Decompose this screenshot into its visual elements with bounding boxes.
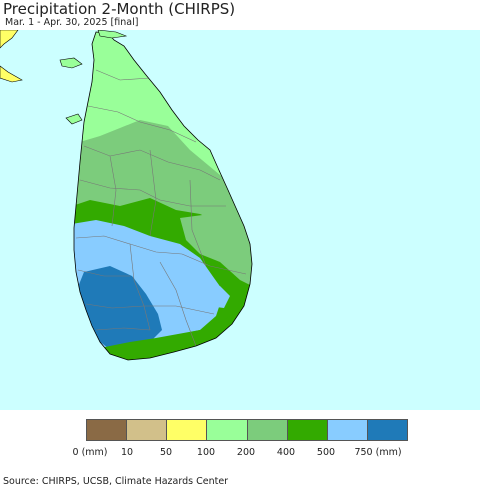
legend-tick-100: 100 bbox=[196, 447, 216, 458]
legend-swatch-10-50 bbox=[127, 420, 168, 440]
mannar-island bbox=[65, 113, 83, 125]
northern-islet bbox=[97, 30, 128, 39]
legend-swatch-750-plus bbox=[367, 420, 407, 440]
legend-tick-200: 200 bbox=[236, 447, 256, 458]
map-title: Precipitation 2-Month (CHIRPS) bbox=[3, 0, 236, 18]
legend-tick-labels: 0 (mm) 10 50 100 200 400 500 750 (mm) bbox=[0, 447, 480, 461]
legend-swatch-0-10 bbox=[87, 420, 128, 440]
legend-tick-400: 400 bbox=[276, 447, 296, 458]
legend-swatch-400-500 bbox=[287, 420, 328, 440]
legend-swatch-100-200 bbox=[207, 420, 248, 440]
map-subtitle: Mar. 1 - Apr. 30, 2025 [final] bbox=[5, 17, 139, 28]
legend-swatch-500-750 bbox=[327, 420, 368, 440]
india-coast bbox=[0, 30, 19, 49]
legend-tick-50: 50 bbox=[159, 447, 173, 458]
legend-colorbar bbox=[86, 419, 408, 441]
legend-swatch-200-400 bbox=[247, 420, 288, 440]
legend-tick-0: 0 (mm) bbox=[72, 447, 108, 458]
legend-swatch-50-100 bbox=[167, 420, 208, 440]
legend-tick-10: 10 bbox=[120, 447, 134, 458]
legend-tick-500: 500 bbox=[316, 447, 336, 458]
source-credit: Source: CHIRPS, UCSB, Climate Hazards Ce… bbox=[3, 476, 229, 487]
precipitation-map bbox=[0, 30, 480, 410]
india-coast-tip bbox=[0, 65, 23, 83]
legend-tick-750: 750 (mm) bbox=[354, 447, 402, 458]
jaffna-islet bbox=[59, 57, 83, 69]
